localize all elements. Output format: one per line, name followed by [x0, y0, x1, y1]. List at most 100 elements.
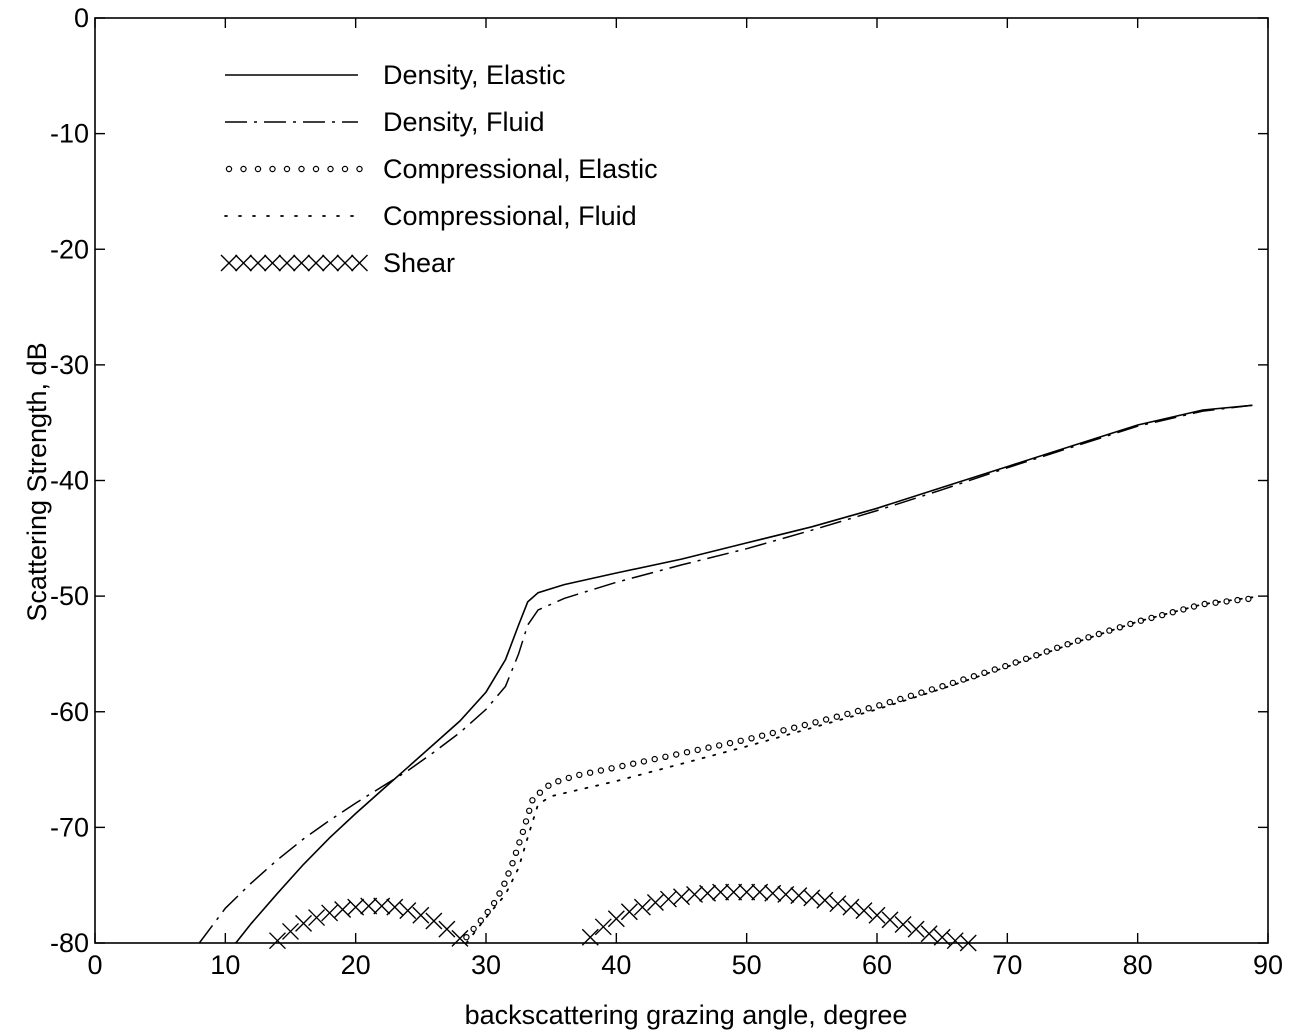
legend-item-compressional-elastic: Compressional, Elastic — [225, 154, 658, 184]
plot-frame — [94, 17, 1269, 944]
circle-marker — [619, 762, 626, 770]
y-tick-label: 0 — [74, 3, 89, 33]
cross-marker — [816, 891, 834, 909]
x-tick-label: 30 — [471, 950, 501, 980]
circle-marker — [630, 760, 637, 767]
cross-marker — [686, 885, 704, 903]
legend-swatch-marker — [341, 165, 349, 173]
cross-marker — [399, 902, 417, 920]
cross-marker — [295, 914, 313, 932]
circle-marker — [822, 716, 830, 723]
legend-item-compressional-fluid: Compressional, Fluid — [224, 201, 637, 231]
legend-swatch-marker — [356, 165, 363, 173]
legend-swatch-marker — [307, 254, 325, 272]
cross-marker — [933, 928, 951, 946]
legend-label: Density, Elastic — [383, 60, 566, 90]
x-tick-label: 60 — [862, 950, 892, 980]
ticks-layer: 0 10 20 30 40 50 60 70 80 90 0 -10 -20 -30 -40 -50 -60 -7… — [50, 3, 1283, 980]
y-tick-label: -20 — [50, 234, 89, 264]
cross-marker — [725, 883, 743, 901]
plot-border — [94, 17, 1269, 944]
series-layer — [198, 404, 1254, 952]
cross-marker — [633, 898, 651, 916]
cross-marker — [712, 883, 730, 901]
circle-marker — [907, 692, 915, 700]
cross-marker — [321, 904, 339, 922]
legend-swatch-marker — [264, 254, 281, 272]
circle-marker — [939, 683, 946, 690]
cross-marker — [855, 902, 873, 920]
legend-swatch-marker — [312, 165, 320, 173]
y-tick-label: -50 — [50, 581, 89, 611]
legend-swatch-marker — [235, 254, 252, 272]
circle-marker — [526, 807, 533, 815]
circle-marker — [865, 705, 872, 712]
circle-marker — [833, 713, 841, 720]
circle-marker — [565, 774, 573, 782]
circle-marker — [519, 828, 527, 836]
y-tick-label: -80 — [50, 928, 89, 958]
legend-swatch-marker — [283, 165, 291, 173]
circle-marker — [1223, 598, 1230, 605]
cross-marker — [386, 898, 404, 916]
cross-marker — [959, 934, 977, 952]
circle-marker — [477, 917, 484, 924]
legend-swatch-marker — [298, 165, 305, 173]
circle-marker — [960, 676, 967, 683]
circle-marker — [545, 782, 552, 789]
circle-marker — [726, 739, 734, 747]
circle-marker — [505, 870, 512, 877]
circle-marker — [918, 689, 925, 696]
circle-marker — [651, 755, 658, 763]
cross-marker — [868, 906, 886, 924]
circle-marker — [470, 925, 477, 933]
cross-marker — [907, 920, 925, 938]
legend-swatch-marker — [278, 254, 296, 272]
circle-marker — [801, 721, 809, 729]
circle-marker — [1002, 662, 1009, 670]
y-tick-label: -70 — [50, 812, 89, 842]
series-line-density-elastic — [235, 404, 1253, 944]
cross-marker — [764, 884, 782, 902]
series-density-fluid — [198, 404, 1253, 944]
cross-marker — [347, 898, 365, 916]
cross-marker — [412, 906, 430, 924]
cross-marker — [438, 920, 456, 938]
circle-marker — [608, 765, 615, 772]
legend-swatch-marker — [293, 254, 310, 272]
circle-marker — [484, 908, 491, 916]
circle-marker — [970, 673, 978, 680]
circle-marker — [991, 666, 999, 673]
cross-marker — [646, 894, 664, 912]
legend-swatch-marker — [225, 165, 233, 173]
circle-marker — [949, 679, 957, 687]
circle-marker — [463, 934, 470, 941]
circle-marker — [844, 710, 851, 718]
x-tick-label: 10 — [210, 950, 240, 980]
cross-marker — [268, 932, 286, 950]
legend: Density, Elastic Density, Fluid Compressio… — [220, 60, 658, 278]
circle-marker — [1245, 595, 1252, 603]
circle-marker — [694, 746, 701, 754]
legend-swatch-marker — [336, 254, 354, 272]
cross-marker — [881, 911, 899, 929]
circle-marker — [683, 749, 691, 756]
legend-label: Compressional, Elastic — [383, 154, 658, 184]
cross-marker — [451, 929, 469, 947]
legend-swatch-marker — [220, 254, 238, 272]
circle-marker — [748, 735, 755, 742]
circle-marker — [1033, 652, 1040, 659]
circle-marker — [555, 778, 562, 785]
circle-marker — [854, 707, 862, 715]
x-tick-label: 70 — [992, 950, 1022, 980]
series-line-compressional-fluid — [465, 596, 1254, 944]
legend-swatch-marker — [322, 254, 339, 272]
circle-marker — [586, 769, 594, 776]
circle-marker — [576, 771, 583, 779]
cross-marker — [373, 897, 391, 915]
x-tick-label: 50 — [732, 950, 762, 980]
y-tick-label: -60 — [50, 697, 89, 727]
circle-marker — [928, 686, 936, 693]
cross-marker — [282, 922, 299, 940]
